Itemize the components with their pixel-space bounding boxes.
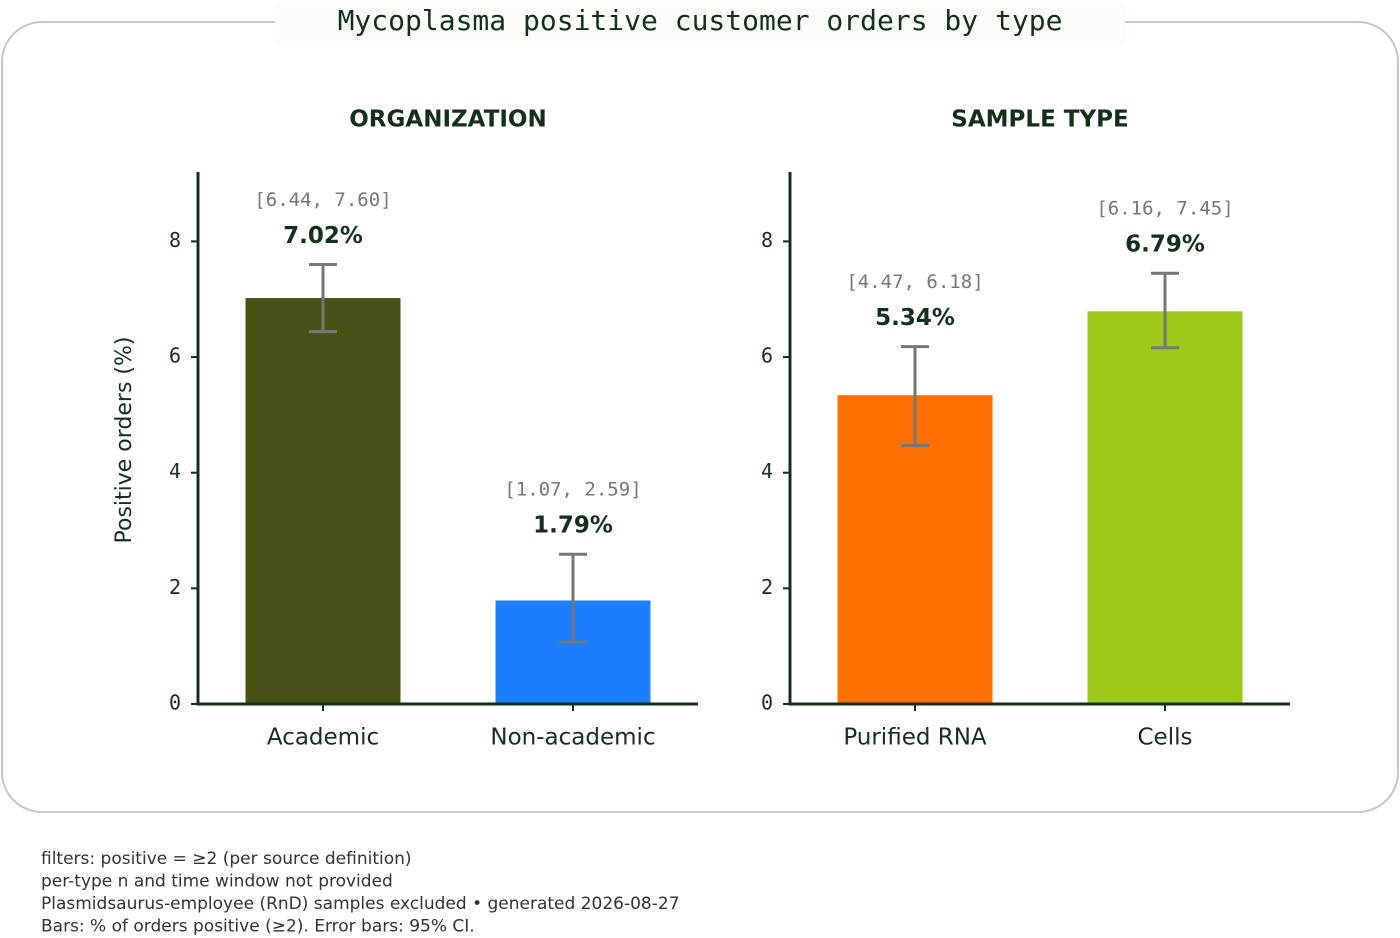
ci-label: [6.16, 7.45] — [1096, 198, 1233, 220]
y-tick-label: 4 — [761, 459, 773, 483]
y-tick-label: 2 — [761, 575, 773, 599]
figure-title: Mycoplasma positive customer orders by t… — [338, 4, 1063, 37]
error-bar — [1151, 271, 1179, 350]
ci-label: [6.44, 7.60] — [254, 189, 391, 211]
value-label: 7.02% — [283, 223, 363, 249]
y-tick-label: 2 — [169, 575, 181, 599]
value-label: 1.79% — [533, 513, 613, 539]
title-box — [275, 2, 1125, 46]
y-tick-label: 8 — [761, 228, 773, 252]
error-bar — [309, 263, 337, 334]
error-bar — [901, 345, 929, 448]
y-tick-label: 0 — [169, 691, 181, 715]
x-tick-label: Non-academic — [490, 725, 655, 751]
x-tick-label: Academic — [267, 725, 379, 751]
note: per-type n and time window not provided — [41, 872, 393, 892]
note: Plasmidsaurus-employee (RnD) samples exc… — [41, 894, 680, 914]
value-label: 6.79% — [1125, 232, 1205, 258]
note: filters: positive = ≥2 (per source defin… — [41, 849, 412, 869]
y-tick-label: 6 — [761, 344, 773, 368]
bar — [245, 298, 401, 704]
ci-label: [4.47, 6.18] — [846, 271, 983, 293]
y-tick-label: 8 — [169, 228, 181, 252]
y-tick-label: 4 — [169, 459, 181, 483]
y-tick-label: 6 — [169, 344, 181, 368]
bar — [1087, 311, 1243, 704]
value-label: 5.34% — [875, 305, 955, 331]
note: Bars: % of orders positive (≥2). Error b… — [41, 917, 475, 937]
x-tick-label: Purified RNA — [843, 725, 987, 751]
chart-title: ORGANIZATION — [349, 107, 547, 133]
x-tick-label: Cells — [1138, 725, 1193, 751]
ci-label: [1.07, 2.59] — [504, 479, 641, 501]
error-bar — [559, 552, 587, 644]
y-axis-label: Positive orders (%) — [112, 337, 137, 544]
chart-title: SAMPLE TYPE — [951, 107, 1128, 133]
y-tick-label: 0 — [761, 691, 773, 715]
